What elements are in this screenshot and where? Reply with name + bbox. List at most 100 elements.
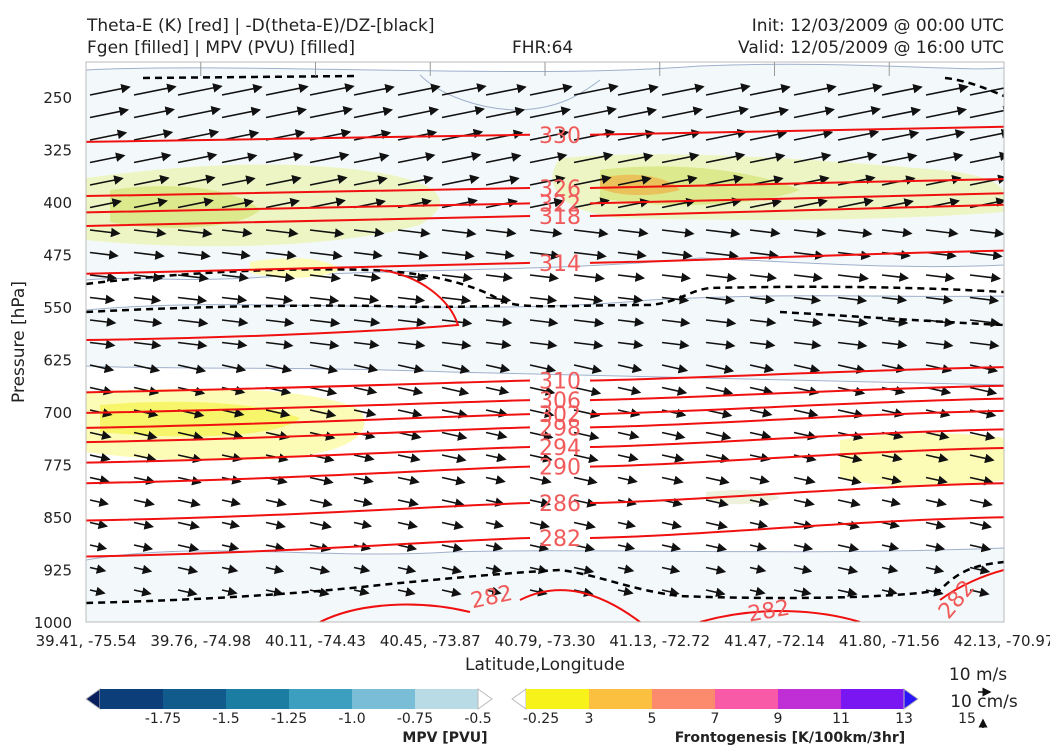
wind-arrow — [969, 498, 993, 508]
x-tick-label: 41.80, -71.56 — [839, 632, 940, 650]
wind-arrow — [177, 128, 220, 141]
wind-arrow — [1014, 133, 1050, 140]
wind-arrow — [353, 564, 371, 574]
wind-arrow — [969, 317, 1001, 328]
colorbar-tick-label: 15 — [958, 711, 976, 727]
theta-e-label: 322 — [539, 192, 581, 217]
wind-arrow — [177, 174, 216, 186]
wind-arrow — [397, 497, 419, 508]
wind-arrow — [133, 317, 163, 328]
wind-arrow — [969, 128, 1004, 141]
y-tick-label: 925 — [43, 562, 72, 580]
wind-arrow — [133, 294, 162, 305]
wind-arrow — [133, 520, 155, 530]
wind-arrow — [881, 272, 910, 282]
wind-arrow — [837, 498, 861, 508]
wind-arrow — [793, 364, 821, 374]
wind-arrow — [89, 430, 112, 440]
colorbar-tick-label: -1.25 — [271, 711, 307, 727]
wind-arrow — [441, 498, 465, 508]
wind-arrow — [969, 476, 994, 486]
wind-arrow — [529, 228, 563, 238]
wind-arrow — [1014, 590, 1028, 593]
wind-legend-vertical: 10 cm/s — [950, 692, 1018, 712]
wind-arrow — [1014, 433, 1034, 437]
wind-arrow — [749, 586, 766, 597]
wind-arrow — [309, 151, 350, 164]
wind-arrow — [1014, 343, 1038, 346]
wind-arrow — [837, 587, 858, 597]
wind-arrow — [397, 228, 431, 238]
wind-arrow — [529, 475, 552, 485]
wind-arrow — [89, 564, 107, 574]
wind-arrow — [89, 250, 119, 260]
wind-arrow — [793, 317, 823, 328]
wind-arrow — [749, 564, 767, 574]
wind-arrow — [265, 294, 294, 305]
wind-arrow — [265, 408, 291, 419]
wind-arrow — [485, 83, 527, 96]
wind-arrow — [309, 498, 333, 508]
wind-arrow — [705, 106, 749, 119]
fgen-colorbar-label: Frontogenesis [K/100km/3hr] — [675, 730, 905, 746]
wind-arrow — [661, 386, 688, 396]
wind-arrow — [265, 152, 304, 164]
wind-arrow — [441, 520, 464, 530]
wind-arrow — [177, 250, 211, 261]
y-axis: 250 325 400 475 550 625 700 775 850 925 1000 — [34, 89, 72, 632]
wind-arrow — [881, 294, 908, 305]
wind-arrow — [89, 227, 121, 238]
wind-arrow — [749, 272, 778, 282]
theta-e-label: 286 — [539, 492, 581, 517]
wind-arrow — [925, 339, 954, 350]
wind-arrow — [309, 250, 343, 261]
wind-arrow — [925, 430, 950, 441]
wind-arrow — [1014, 500, 1031, 504]
wind-arrow — [573, 565, 595, 575]
colorbar-tick-label: 9 — [774, 711, 783, 727]
wind-arrow — [441, 151, 482, 164]
wind-arrow — [309, 174, 348, 186]
wind-arrow — [661, 520, 683, 530]
wind-arrow — [1014, 156, 1048, 163]
x-tick-label: 42.13, -70.97 — [954, 632, 1050, 650]
wind-arrow — [89, 586, 106, 597]
wind-arrow — [1014, 478, 1032, 482]
wind-arrow — [1014, 230, 1043, 233]
wind-arrow — [485, 294, 512, 305]
wind-arrow — [221, 152, 258, 164]
wind-arrow — [441, 386, 470, 397]
wind-arrow — [309, 476, 334, 486]
y-tick-label: 700 — [43, 404, 72, 422]
wind-arrow — [661, 475, 684, 485]
theta-e-contour — [86, 384, 1004, 414]
wind-arrow — [837, 197, 874, 209]
wind-arrow — [881, 227, 913, 238]
mpv-colorbar-label: MPV [PVU] — [402, 730, 487, 746]
wind-arrow — [661, 272, 691, 283]
wind-arrow — [661, 228, 695, 238]
wind-arrow — [705, 317, 737, 328]
wind-arrow — [661, 542, 682, 552]
colorbar-tick-label: -1.5 — [212, 711, 239, 727]
wind-arrow — [925, 294, 954, 305]
wind-arrow — [881, 564, 899, 574]
wind-arrow — [749, 317, 777, 327]
theta-e-label: 306 — [539, 389, 581, 414]
wind-arrow — [617, 519, 637, 530]
wind-arrow — [397, 520, 419, 530]
wind-arrow — [221, 339, 248, 350]
wind-arrow — [441, 250, 475, 261]
wind-arrow — [529, 83, 573, 96]
wind-arrow — [617, 363, 643, 374]
wind-arrow — [133, 174, 170, 186]
wind-arrow — [749, 129, 788, 141]
wind-arrow — [529, 542, 550, 552]
wind-arrow — [661, 587, 680, 597]
theta-e-label: 298 — [539, 416, 581, 441]
wind-arrow — [265, 272, 295, 283]
wind-arrow — [881, 83, 923, 96]
theta-e-contour — [86, 203, 1004, 227]
wind-arrow — [177, 106, 221, 119]
wind-arrow — [529, 339, 558, 350]
